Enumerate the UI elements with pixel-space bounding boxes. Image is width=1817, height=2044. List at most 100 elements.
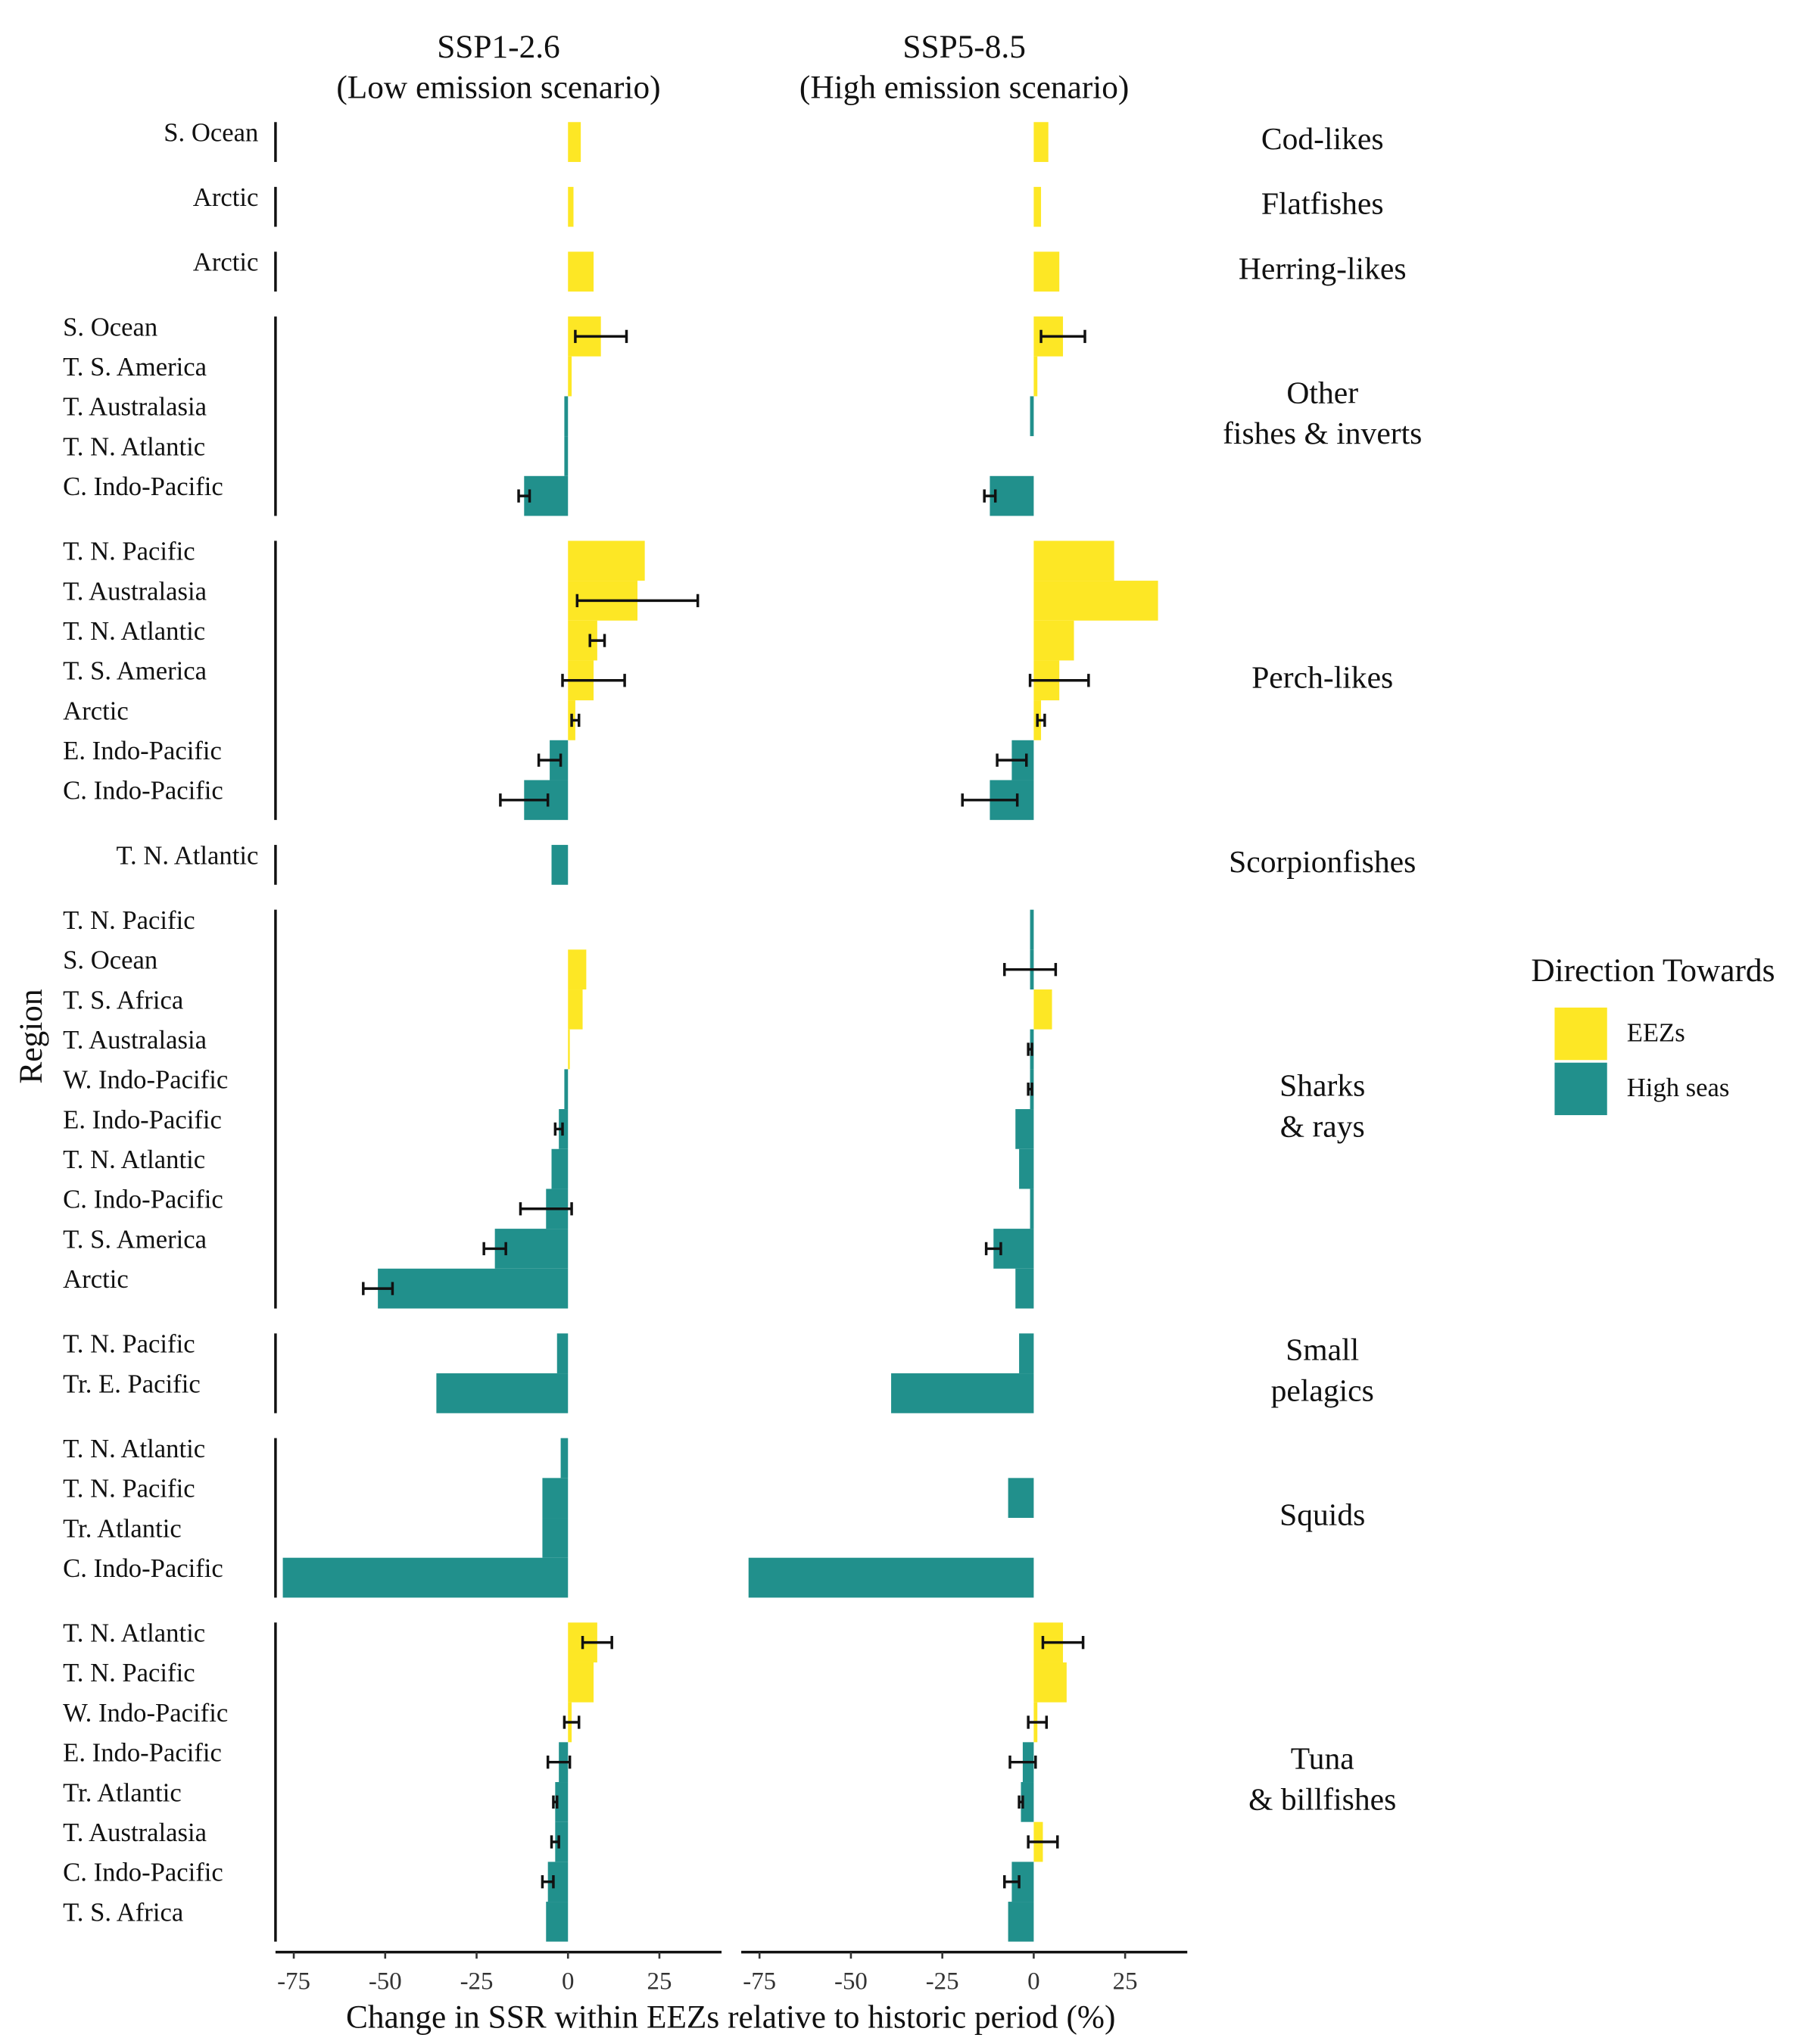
region-label: T. S. America [63, 353, 207, 382]
bar [568, 541, 645, 581]
group-label: Flatfishes [1261, 186, 1384, 221]
error-bar [550, 1835, 560, 1849]
error-bar [1003, 1875, 1021, 1889]
bar [1015, 1109, 1034, 1149]
bar [568, 1662, 594, 1703]
x-tick-label: 0 [1027, 1968, 1039, 1996]
region-label: C. Indo-Pacific [63, 1859, 223, 1887]
group-label: & billfishes [1248, 1781, 1396, 1816]
bar [1033, 581, 1158, 621]
error-bar [499, 793, 550, 807]
bar [568, 122, 581, 162]
y-axis-title: Region [13, 989, 49, 1083]
x-tick-label: -50 [834, 1968, 868, 1996]
group-label: & rays [1280, 1108, 1365, 1143]
region-label: Arctic [193, 248, 259, 277]
region-label: T. N. Pacific [63, 1659, 195, 1687]
bar [1015, 1268, 1034, 1309]
bar [1033, 541, 1114, 581]
error-bar [996, 753, 1028, 767]
error-bar [1018, 1795, 1024, 1809]
error-bar [1036, 713, 1046, 728]
error-bar [537, 753, 563, 767]
bar [282, 1557, 569, 1598]
error-bar [519, 1202, 573, 1216]
error-bar [553, 1122, 564, 1136]
region-label: T. N. Atlantic [63, 1145, 205, 1174]
region-label: Tr. Atlantic [63, 1778, 182, 1807]
region-label: E. Indo-Pacific [63, 737, 222, 765]
error-bar [1039, 329, 1086, 344]
region-label: T. N. Atlantic [63, 1619, 205, 1648]
region-label: T. N. Pacific [63, 1475, 195, 1503]
bar [1033, 122, 1049, 162]
bar [568, 949, 587, 990]
region-label: S. Ocean [63, 313, 157, 341]
bar [551, 1148, 569, 1189]
error-bar [984, 1242, 1002, 1256]
bar [436, 1373, 569, 1413]
bar [564, 436, 569, 476]
group-label: Small [1286, 1332, 1359, 1367]
region-label: C. Indo-Pacific [63, 1554, 223, 1583]
error-bar [1008, 1756, 1037, 1769]
region-label: C. Indo-Pacific [63, 1186, 223, 1214]
region-label: T. N. Pacific [63, 537, 195, 566]
bar [1008, 1478, 1034, 1519]
bar [1033, 356, 1038, 397]
error-bar [581, 1635, 613, 1650]
bar [1033, 186, 1042, 227]
region-label: T. S. Africa [63, 1898, 183, 1927]
x-tick-label: 0 [562, 1968, 574, 1996]
legend-label: EEZs [1627, 1018, 1685, 1047]
bar [524, 475, 569, 516]
x-tick-label: 25 [647, 1968, 672, 1996]
region-label: T. N. Atlantic [63, 617, 205, 646]
region-label: Tr. E. Pacific [63, 1369, 201, 1398]
bar [1033, 1662, 1067, 1703]
bar [378, 1268, 569, 1309]
bar [564, 396, 569, 437]
x-tick-label: -25 [460, 1968, 494, 1996]
region-label: C. Indo-Pacific [63, 777, 223, 805]
bar [891, 1373, 1034, 1413]
bar [1008, 1902, 1034, 1942]
error-bar [1027, 1835, 1059, 1849]
error-bar [1027, 1083, 1033, 1096]
region-label: T. Australasia [63, 577, 207, 606]
group-label: Other [1286, 375, 1358, 410]
region-label: Tr. Atlantic [63, 1514, 182, 1543]
error-bar [570, 713, 581, 728]
region-label: T. N. Atlantic [63, 1435, 205, 1463]
bar [556, 1333, 569, 1374]
error-bar [563, 1715, 581, 1729]
group-label: Tuna [1291, 1741, 1354, 1776]
panel-title: SSP5-8.5 [902, 29, 1026, 65]
error-bar [552, 1795, 559, 1809]
region-label: E. Indo-Pacific [63, 1739, 222, 1768]
panel-title: (High emission scenario) [799, 70, 1129, 106]
bar [1019, 1333, 1034, 1374]
error-bar [362, 1282, 394, 1295]
group-label: Scorpionfishes [1229, 844, 1416, 879]
error-bar [1027, 1042, 1033, 1056]
bar [568, 186, 574, 227]
x-tick-label: -25 [926, 1968, 959, 1996]
region-label: T. Australasia [63, 1818, 207, 1847]
region-label: T. Australasia [63, 393, 207, 422]
region-label: T. S. Africa [63, 986, 183, 1014]
error-bar [546, 1756, 572, 1769]
bar [1021, 1782, 1034, 1822]
panel-title: SSP1-2.6 [437, 29, 560, 65]
region-label: T. N. Atlantic [116, 841, 258, 870]
bar [542, 1478, 569, 1519]
bar [551, 845, 569, 885]
error-bar [588, 634, 606, 647]
region-label: W. Indo-Pacific [63, 1066, 228, 1095]
legend-swatch [1554, 1007, 1607, 1061]
bar [555, 1782, 569, 1822]
bar [1033, 251, 1060, 292]
x-tick-label: -75 [277, 1968, 310, 1996]
